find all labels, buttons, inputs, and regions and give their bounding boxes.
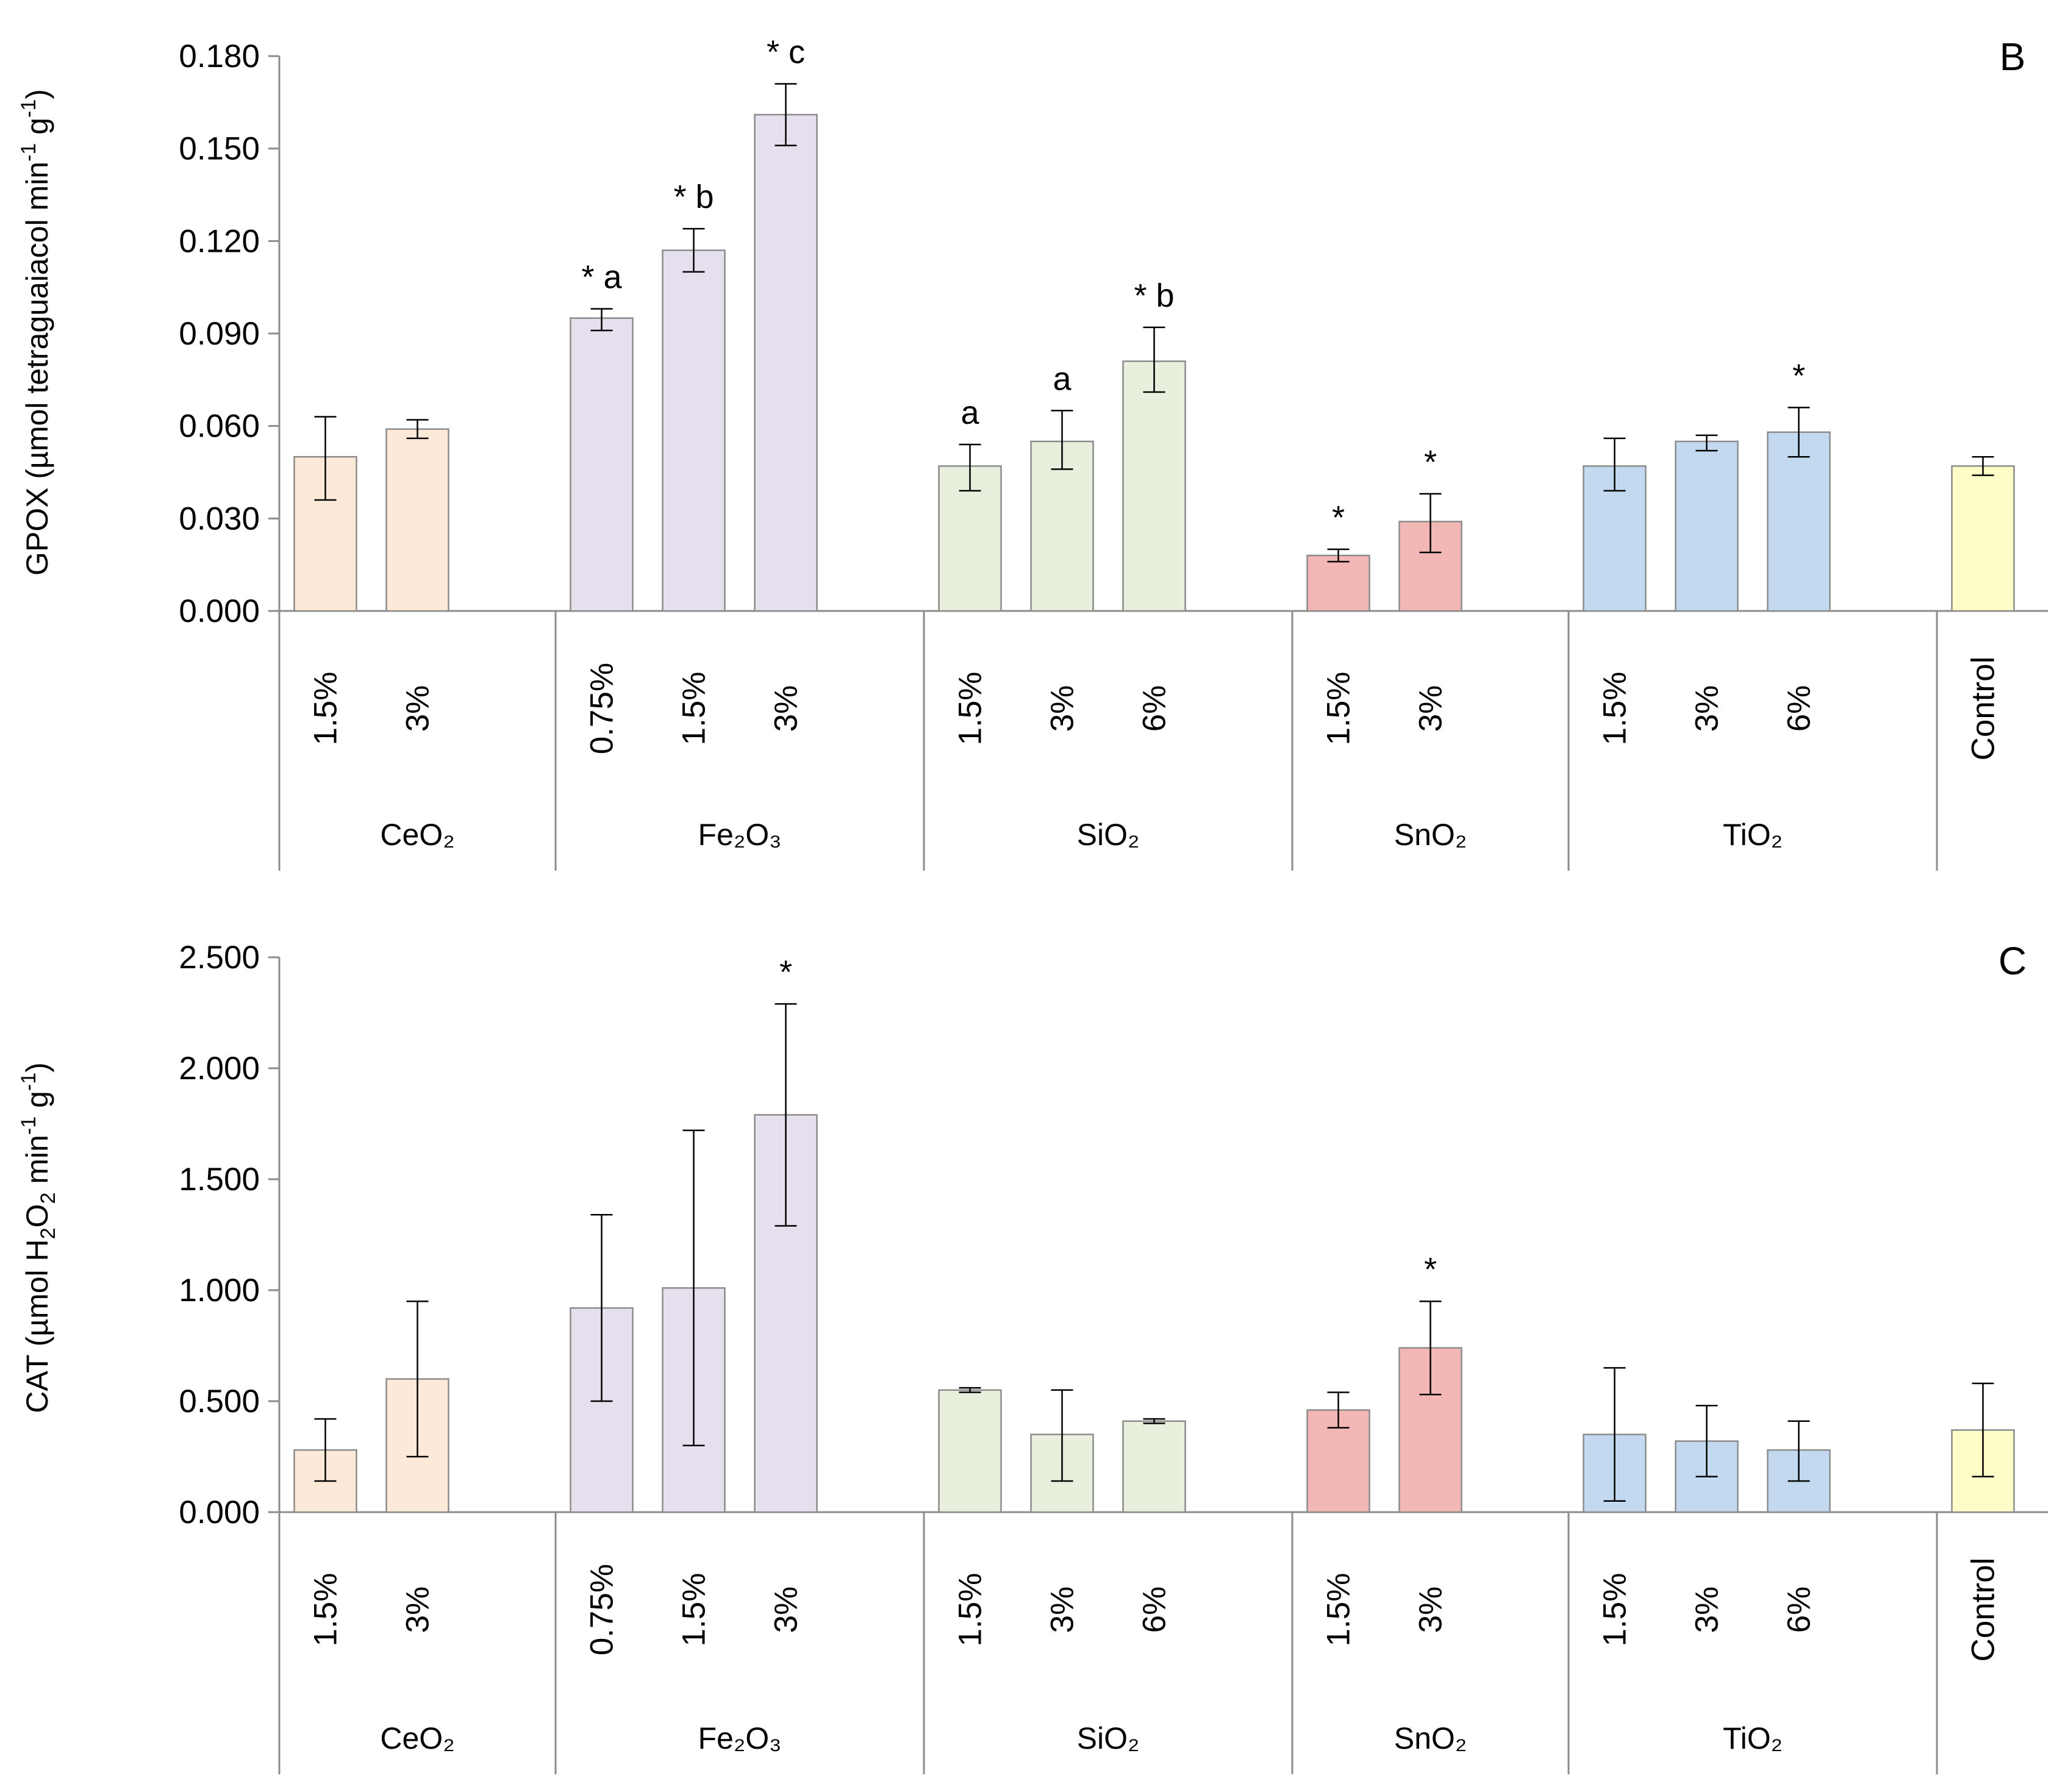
bar [570,317,634,612]
x-category-label: 3% [400,685,436,732]
significance-label: * [1424,444,1437,480]
x-category-label: 1.5% [676,1573,712,1647]
bar [1122,360,1186,612]
x-category-label: 6% [1137,685,1173,732]
significance-label: a [961,394,979,431]
significance-label: * c [767,34,805,71]
x-category-label: 1.5% [1321,672,1357,746]
x-group-label: SnO₂ [1394,818,1467,852]
x-category-label: 1.5% [1597,672,1633,746]
bar-layer: 0.000 0.500 1.000 1.500 2.000 2.500 1.5% 3% 0.75… [179,940,2048,1774]
x-group-label: TiO₂ [1723,818,1783,852]
x-category-label: 1.5% [953,1573,989,1647]
bar [754,113,818,612]
bar [1951,465,2015,612]
bar [662,249,726,612]
x-group-label: TiO₂ [1723,1721,1783,1755]
significance-label: a [1053,360,1072,397]
significance-label: * b [1134,277,1174,314]
x-category-label: 3% [1689,1587,1725,1633]
y-tick-label: 1.500 [179,1162,260,1198]
x-group-label: SiO₂ [1077,818,1140,852]
panel-gpox: B GPOX (µmol tetraguaiacol min-1 g-1) 0.… [17,34,2048,871]
x-category-label: Control [1966,1558,2002,1662]
y-tick-label: 0.180 [179,38,260,74]
significance-label: * b [673,179,714,215]
y-tick-label: 0.000 [179,1494,260,1530]
y-tick-label: 0.500 [179,1383,260,1419]
x-category-label: 3% [1045,685,1081,732]
x-category-label: 1.5% [953,672,989,746]
y-tick-label: 0.090 [179,316,260,352]
panel-letter: B [2000,35,2026,79]
significance-label: * [1332,499,1345,536]
bar [1122,1420,1186,1513]
x-category-label: 6% [1137,1587,1173,1633]
x-category-label: 6% [1781,685,1817,732]
x-group-label: CeO₂ [380,1721,454,1755]
y-axis-label: CAT (µmol H2O2 min-1 g-1) [17,1062,60,1413]
x-category-label: 3% [400,1587,436,1633]
bar-layer: 0.000 0.030 0.060 0.090 0.120 0.150 0.180 1.5% 3… [179,34,2048,871]
bar [385,428,449,612]
y-tick-label: 0.000 [179,593,260,629]
x-category-label: 3% [1413,1587,1449,1633]
y-tick-label: 0.030 [179,501,260,537]
y-tick-label: 2.000 [179,1051,260,1087]
bar [938,1389,1002,1513]
x-category-label: 6% [1781,1587,1817,1633]
x-category-label: 0.75% [584,663,620,754]
x-group-label: CeO₂ [380,818,454,852]
x-group-label: Fe₂O₃ [698,1721,781,1755]
x-category-label: 3% [768,1587,804,1633]
significance-label: * a [581,259,622,296]
y-tick-label: 1.000 [179,1273,260,1308]
y-tick-label: 2.500 [179,940,260,976]
x-category-label: 3% [1045,1587,1081,1633]
x-category-label: 1.5% [676,672,712,746]
y-axis-label: GPOX (µmol tetraguaiacol min-1 g-1) [17,89,54,576]
x-category-label: 1.5% [308,1573,344,1647]
x-group-label: SnO₂ [1394,1721,1467,1755]
x-category-label: 1.5% [1597,1573,1633,1647]
x-category-label: 3% [1689,685,1725,732]
x-category-label: 3% [768,685,804,732]
bar [1767,431,1831,612]
bar [1306,554,1370,612]
x-category-label: 1.5% [308,672,344,746]
x-category-label: 0.75% [584,1564,620,1655]
x-category-label: 3% [1413,685,1449,732]
x-group-label: Fe₂O₃ [698,818,781,852]
significance-label: * [779,954,792,990]
panel-letter: C [1999,939,2027,983]
significance-label: * [1792,357,1805,394]
y-tick-label: 0.120 [179,223,260,259]
bar [1675,440,1739,612]
y-tick-label: 0.150 [179,131,260,167]
x-category-label: Control [1966,657,2002,761]
panel-cat: C CAT (µmol H2O2 min-1 g-1) 0.000 0.500 1.… [17,939,2048,1774]
significance-label: * [1424,1251,1437,1288]
x-category-label: 1.5% [1321,1573,1357,1647]
x-group-label: SiO₂ [1077,1721,1140,1755]
y-tick-label: 0.060 [179,409,260,444]
